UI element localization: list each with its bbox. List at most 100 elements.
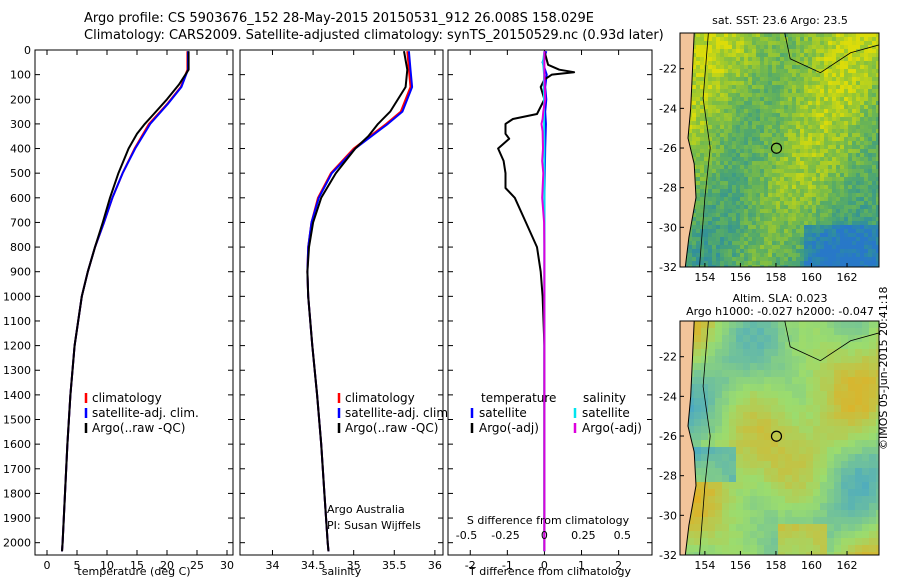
temperature-xtick-label: 0 [44,559,51,572]
temperature-ytick-label: 1300 [3,364,31,377]
sla_map-land [680,321,697,555]
temperature-ytick-label: 700 [10,216,31,229]
temperature-ytick-label: 100 [10,69,31,82]
sla_map-ytick-label: -28 [659,470,677,483]
sla-map-subtitle: Argo h1000: -0.027 h2000: -0.047 [686,305,874,318]
salinity-series-argo-raw-qc- [306,51,409,552]
temperature-xtick-label: 15 [130,559,144,572]
temperature-ytick-label: 300 [10,118,31,131]
temperature-legend-label: Argo(..raw -QC) [92,421,185,435]
sla_map-xtick-label: 162 [837,559,858,572]
sla_map-frame [679,320,880,556]
sst_map-xtick-label: 160 [801,271,822,284]
salinity-xtick-label: 36 [428,559,442,572]
sst_map-ytick-label: -26 [659,142,677,155]
sst_map-ytick-label: -24 [659,102,677,115]
temperature-frame [34,49,234,556]
sst_map-xtick-label: 158 [765,271,786,284]
temperature-series-group [61,51,190,552]
temperature-legend-label: climatology [92,391,162,405]
sla_map-field [680,321,879,555]
temperature-xtick-label: 30 [220,559,234,572]
salinity-xtick-label: 34.5 [301,559,326,572]
sst_map-land [680,33,697,267]
salinity-series-group [306,51,414,552]
sst_map-contour [699,33,711,267]
difference-xtick-label: -2 [465,559,476,572]
sst-map-title: sat. SST: 23.6 Argo: 23.5 [712,14,848,27]
temperature-xtick-label: 10 [100,559,114,572]
temperature-ytick-label: 1200 [3,340,31,353]
sst_map-ytick-label: -28 [659,182,677,195]
sla-map-title: Altim. SLA: 0.023 [732,292,828,305]
salinity-frame [239,49,444,556]
sst_map-contour [784,33,879,74]
temperature-ytick-label: 400 [10,143,31,156]
salinity-diff-xlabel: S difference from climatology [467,514,630,527]
sla_map-xtick-label: 154 [694,559,715,572]
salinity-panel: 34 34.5 35 35.5 36 salinity climatologysatelli… [239,49,452,578]
salinity-legend-label: Argo(..raw -QC) [345,421,438,435]
salinity-xtick-label: 35 [347,559,361,572]
temperature-ytick-label: 1000 [3,290,31,303]
sst_map-xtick-label: 156 [730,271,751,284]
temperature-ytick-label: 1400 [3,389,31,402]
temperature-xtick-label: 25 [190,559,204,572]
salinity-diff-tick-label: -0.5 [456,529,477,542]
climatology-title: Climatology: CARS2009. Satellite-adjuste… [84,28,664,43]
sst_map-float-marker [770,142,783,154]
sla_map-ytick-label: -30 [659,509,677,522]
difference-xtick-label: 1 [578,559,585,572]
sla_map-float-marker [770,430,783,442]
temperature-ytick-label: 1500 [3,414,31,427]
sst_map-xtick-label: 162 [837,271,858,284]
difference-panel: -2 -1 0 1 2T difference from climatology -0.5… [447,49,653,578]
difference-series-s-argo-adj- [540,51,547,552]
sla_map-ytick-label: -26 [659,430,677,443]
salinity-xtick-label: 35.5 [382,559,407,572]
temperature-ytick-label: 1900 [3,512,31,525]
temperature-ytick-label: 1100 [3,315,31,328]
temperature-ytick-label: 900 [10,266,31,279]
temperature-legend-label: satellite [479,406,527,420]
difference-series-group [497,50,576,552]
temperature-xtick-label: 5 [74,559,81,572]
salinity-legend-label: climatology [345,391,415,405]
sla_map-ytick-label: -32 [659,549,677,562]
temperature-ytick-label: 2000 [3,537,31,550]
temperature-ytick-label: 1800 [3,487,31,500]
sla_map-xtick-label: 158 [765,559,786,572]
temperature-ytick-label: 0 [24,44,31,57]
salinity-diff-tick-label: -0.25 [491,529,519,542]
sla-map: 154 156 158 160 162 -22 -24 -26 -28 -30 -32 [659,320,880,572]
difference-frame [447,49,653,556]
temperature-ytick-label: 800 [10,241,31,254]
salinity-diff-tick-label: 0 [541,529,548,542]
difference-xlabel: T difference from climatology [468,565,631,578]
temperature-legend-title: temperature [481,391,556,405]
salinity-diff-tick-label: 0.25 [571,529,596,542]
temperature-ytick-label: 1700 [3,463,31,476]
salinity-legend-label: satellite-adj. clim. [345,406,452,420]
sst_map-field [680,33,879,267]
sla_map-xtick-label: 156 [730,559,751,572]
sst_map-ytick-label: -32 [659,261,677,274]
sla_map-ytick-label: -22 [659,351,677,364]
sla_map-ytick-label: -24 [659,390,677,403]
sst_map-frame [679,32,880,268]
temperature-ytick-label: 200 [10,93,31,106]
temperature-ytick-label: 500 [10,167,31,180]
salinity-xlabel: salinity [322,565,362,578]
sla_map-contour [699,321,711,555]
sst_map-ytick-label: -22 [659,63,677,76]
temperature-xtick-label: 20 [160,559,174,572]
salinity-legend-label: Argo(-adj) [582,421,642,435]
profile-title: Argo profile: CS 5903676_152 28-May-2015… [84,11,594,26]
temperature-xlabel: temperature (deg C) [77,565,190,578]
temperature-series-argo-raw-qc- [61,51,190,552]
salinity-diff-tick-label: 0.5 [614,529,632,542]
sst-map: 154 156 158 160 162 -22 -24 -26 -28 -30 -32 [659,32,880,284]
difference-xtick-label: 0 [541,559,548,572]
difference-xtick-label: 2 [615,559,622,572]
salinity-legend-title: salinity [583,391,626,405]
